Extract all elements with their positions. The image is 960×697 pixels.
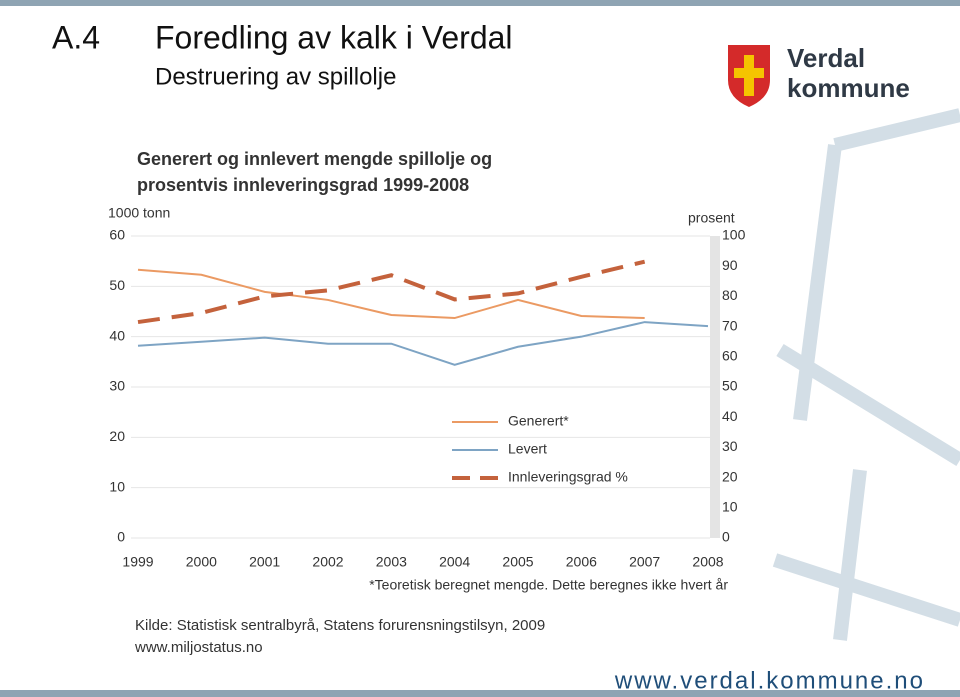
series-line bbox=[137, 259, 646, 325]
y2-axis-label: prosent bbox=[688, 210, 735, 226]
y-tick-label: 60 bbox=[109, 227, 125, 243]
y2-tick-label: 0 bbox=[722, 529, 730, 545]
right-axis-band bbox=[710, 236, 720, 538]
slide-number: A.4 bbox=[52, 19, 100, 55]
x-tick-label: 2002 bbox=[312, 554, 343, 570]
x-tick-label: 2004 bbox=[439, 554, 470, 570]
legend-label: Innleveringsgrad % bbox=[508, 469, 628, 485]
x-tick-label: 2003 bbox=[376, 554, 407, 570]
slide-subtitle: Destruering av spillolje bbox=[155, 63, 396, 90]
series-line bbox=[137, 268, 645, 320]
logo: Verdal kommune bbox=[728, 43, 910, 107]
top-stripe bbox=[0, 0, 960, 6]
x-tick-label: 2008 bbox=[692, 554, 723, 570]
source: Kilde: Statistisk sentralbyrå, Statens f… bbox=[135, 617, 545, 634]
background-decoration bbox=[772, 108, 960, 641]
bottom-stripe bbox=[0, 690, 960, 697]
footnote: *Teoretisk beregnet mengde. Dette beregn… bbox=[369, 577, 728, 593]
y-tick-label: 20 bbox=[109, 428, 125, 444]
legend-label: Generert* bbox=[508, 413, 569, 429]
y2-tick-label: 90 bbox=[722, 257, 738, 273]
x-tick-label: 2005 bbox=[502, 554, 533, 570]
y-tick-label: 0 bbox=[117, 529, 125, 545]
series-line bbox=[137, 321, 709, 366]
x-tick-label: 2007 bbox=[629, 554, 660, 570]
x-tick-label: 2001 bbox=[249, 554, 280, 570]
y2-tick-label: 10 bbox=[722, 499, 738, 515]
y2-tick-label: 60 bbox=[722, 348, 738, 364]
y2-tick-label: 50 bbox=[722, 378, 738, 394]
y-tick-label: 50 bbox=[109, 277, 125, 293]
y2-tick-label: 30 bbox=[722, 438, 738, 454]
y2-tick-label: 70 bbox=[722, 317, 738, 333]
logo-text: Verdal bbox=[787, 43, 865, 73]
y-tick-label: 40 bbox=[109, 327, 125, 343]
y2-tick-label: 100 bbox=[722, 227, 746, 243]
y-axis-label: 1000 tonn bbox=[108, 205, 170, 221]
x-tick-label: 2006 bbox=[566, 554, 597, 570]
legend-label: Levert bbox=[508, 441, 547, 457]
slide-title: Foredling av kalk i Verdal bbox=[155, 19, 513, 55]
x-tick-label: 1999 bbox=[122, 554, 153, 570]
y2-tick-label: 20 bbox=[722, 468, 738, 484]
x-tick-label: 2000 bbox=[186, 554, 217, 570]
source: www.miljostatus.no bbox=[134, 639, 263, 656]
y-tick-label: 30 bbox=[109, 378, 125, 394]
logo-text: kommune bbox=[787, 73, 910, 103]
url: www.verdal.kommune.no bbox=[614, 667, 925, 694]
chart-title: Generert og innlevert mengde spillolje o… bbox=[137, 149, 492, 169]
logo-cross bbox=[734, 55, 764, 96]
y2-tick-label: 80 bbox=[722, 287, 738, 303]
chart-title: prosentvis innleveringsgrad 1999-2008 bbox=[137, 175, 469, 195]
y-tick-label: 10 bbox=[109, 478, 125, 494]
y2-tick-label: 40 bbox=[722, 408, 738, 424]
